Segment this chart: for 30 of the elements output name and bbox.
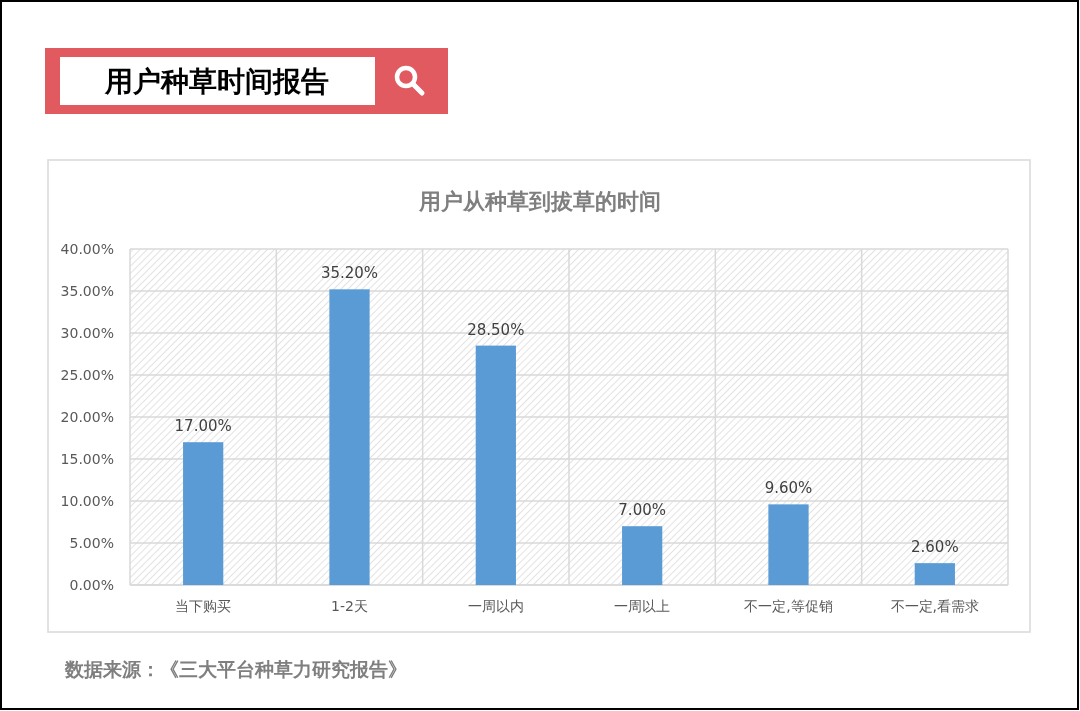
x-tick-label: 不一定,等促销	[744, 598, 833, 614]
data-label: 17.00%	[174, 417, 232, 436]
y-tick-label: 5.00%	[69, 534, 114, 551]
bar	[768, 504, 809, 585]
data-label: 2.60%	[911, 538, 959, 557]
bar	[914, 563, 955, 585]
y-tick-label: 0.00%	[69, 576, 114, 593]
x-tick-label: 当下购买	[175, 598, 232, 614]
y-tick-label: 25.00%	[60, 366, 114, 383]
bar	[183, 442, 224, 585]
x-tick-label: 1-2天	[331, 598, 368, 614]
source-note: 数据来源：《三大平台种草力研究报告》	[64, 659, 407, 680]
bar	[475, 345, 516, 585]
y-tick-label: 30.00%	[60, 324, 114, 341]
x-tick-label: 一周以内	[467, 598, 524, 614]
bar	[329, 289, 370, 585]
chart-title: 用户种草时间报告	[104, 66, 329, 97]
data-label: 9.60%	[764, 479, 813, 498]
x-tick-label: 不一定,看需求	[890, 598, 980, 614]
y-tick-label: 15.00%	[60, 450, 114, 467]
chart-subtitle: 用户从种草到拔草的时间	[418, 189, 661, 214]
y-tick-label: 40.00%	[60, 240, 114, 257]
x-tick-label: 一周以上	[614, 598, 671, 614]
y-tick-label: 10.00%	[60, 492, 114, 509]
data-label: 28.50%	[467, 320, 525, 339]
bar	[622, 526, 663, 585]
data-label: 7.00%	[618, 501, 666, 520]
y-tick-label: 35.00%	[60, 282, 114, 299]
y-tick-label: 20.00%	[60, 408, 114, 425]
data-label: 35.20%	[320, 264, 379, 283]
